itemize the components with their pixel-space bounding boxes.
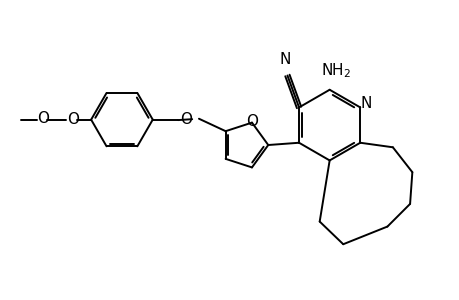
Text: O: O — [180, 112, 192, 127]
Text: N: N — [279, 52, 290, 67]
Text: O: O — [37, 111, 49, 126]
Text: N: N — [359, 96, 370, 111]
Text: NH$_2$: NH$_2$ — [321, 61, 351, 80]
Text: O: O — [246, 114, 257, 129]
Text: O: O — [67, 112, 79, 127]
